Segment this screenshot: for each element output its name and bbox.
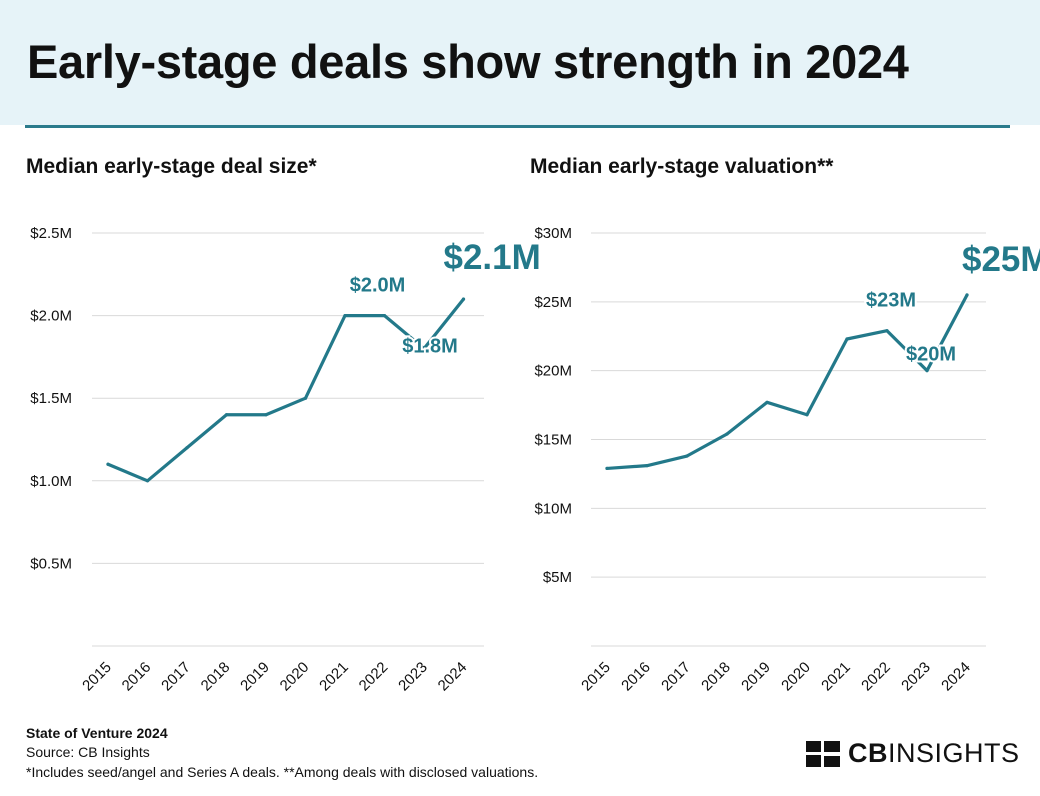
data-point	[185, 446, 189, 450]
data-point	[145, 479, 150, 483]
logo-wordmark-regular: INSIGHTS	[888, 738, 1020, 768]
x-tick-label: 2019	[738, 659, 774, 695]
header-divider	[25, 125, 1010, 128]
cb-insights-logo: CBINSIGHTS	[806, 738, 1020, 769]
data-point	[224, 413, 229, 417]
x-tick-label: 2023	[898, 659, 934, 695]
data-point	[805, 413, 809, 417]
y-tick-label: $2.5M	[30, 225, 72, 242]
y-tick-label: $1.0M	[30, 473, 72, 490]
y-tick-label: $5M	[543, 569, 572, 586]
x-tick-label: 2024	[938, 659, 974, 695]
logo-wordmark: CBINSIGHTS	[848, 738, 1020, 769]
y-tick-label: $30M	[534, 225, 572, 242]
data-label: $23M	[866, 290, 916, 312]
data-point	[106, 462, 110, 466]
y-tick-label: $10M	[534, 500, 572, 517]
page-title: Early-stage deals show strength in 2024	[27, 35, 909, 88]
y-tick-label: $0.5M	[30, 555, 72, 572]
chart-title-deal-size: Median early-stage deal size*	[26, 155, 317, 178]
data-label: $2.0M	[350, 275, 406, 297]
series-line	[106, 297, 466, 483]
x-tick-label: 2017	[658, 659, 694, 695]
data-point	[461, 297, 466, 301]
data-point	[965, 293, 969, 297]
data-point	[885, 329, 889, 333]
data-point	[605, 466, 609, 471]
cb-insights-logo-mark-icon	[806, 740, 840, 767]
data-label: $25M	[962, 240, 1040, 279]
footer-report-title: State of Venture 2024	[26, 725, 168, 741]
data-point	[725, 432, 729, 436]
x-tick-label: 2018	[698, 659, 734, 695]
data-point	[645, 464, 649, 468]
data-point	[264, 413, 268, 417]
x-tick-label: 2022	[858, 659, 894, 695]
footer-source: Source: CB Insights	[26, 744, 150, 760]
data-point	[925, 369, 929, 373]
x-tick-label: 2015	[578, 659, 614, 695]
x-tick-label: 2021	[818, 659, 854, 695]
data-label: $20M	[906, 344, 956, 366]
data-point	[422, 347, 426, 351]
header-banner: Early-stage deals show strength in 2024	[0, 0, 1040, 125]
data-point	[845, 337, 849, 341]
x-tick-label: 2020	[778, 659, 814, 695]
data-label: $1.8M	[402, 336, 458, 358]
data-label: $2.1M	[444, 238, 541, 277]
y-tick-label: $15M	[534, 432, 572, 449]
y-tick-label: $25M	[534, 294, 572, 311]
data-point	[303, 396, 308, 400]
footer-note: *Includes seed/angel and Series A deals.…	[26, 764, 539, 780]
data-point	[343, 314, 347, 318]
y-tick-label: $2.0M	[30, 308, 72, 325]
y-tick-label: $20M	[534, 363, 572, 380]
data-point	[382, 314, 387, 318]
y-tick-label: $1.5M	[30, 390, 72, 407]
chart-title-valuation: Median early-stage valuation**	[530, 155, 834, 178]
logo-wordmark-bold: CB	[848, 738, 888, 768]
data-point	[685, 454, 689, 458]
x-tick-label: 2016	[618, 659, 654, 695]
data-point	[765, 400, 769, 404]
series-line	[605, 293, 969, 471]
